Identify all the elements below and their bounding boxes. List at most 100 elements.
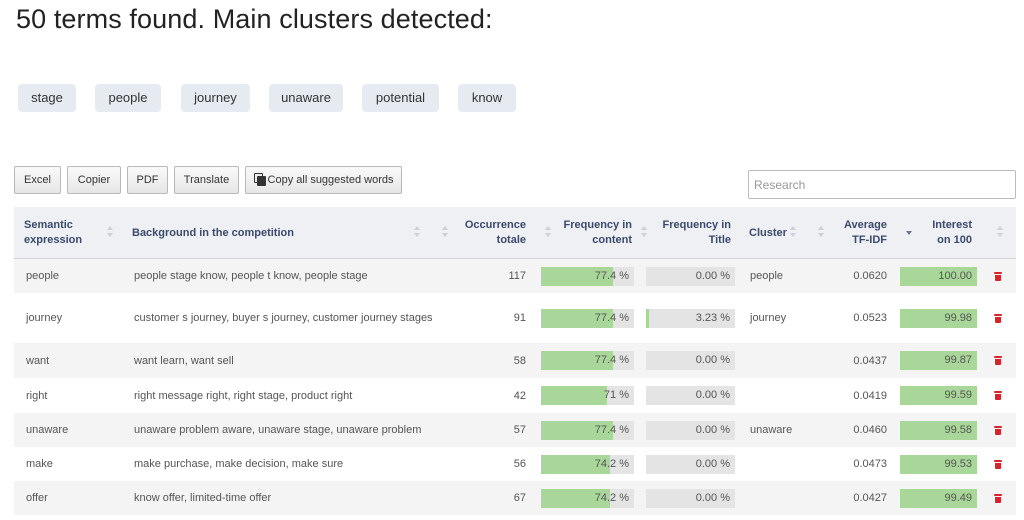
interest-bar: 99.53 [900,455,977,474]
trash-icon[interactable] [994,356,1002,365]
background-cell: want learn, want sell [134,354,234,367]
table-row: people people stage know, people t know, … [14,259,1016,293]
frequency-title-bar: 0.00 % [646,386,735,405]
tfidf-cell: 0.0437 [853,354,887,367]
trash-icon[interactable] [994,391,1002,400]
header-semantic[interactable]: Semantic expression [24,219,83,246]
frequency-content-bar: 77.4 % [541,351,634,370]
cluster-cell: people [750,270,784,282]
frequency-title-bar: 0.00 % [646,489,735,508]
trash-icon[interactable] [994,426,1002,435]
tfidf-cell: 0.0460 [853,424,887,436]
sort-icon[interactable] [414,226,420,240]
cluster-cell [750,343,820,378]
occurrence-cell: 91 [513,312,526,324]
interest-bar: 99.49 [900,489,977,508]
sort-icon[interactable] [107,226,113,240]
background-cell: unaware problem aware, unaware stage, un… [134,424,422,436]
frequency-content-bar-fill [541,351,613,370]
frequency-content-bar-value: 77.4 % [594,354,629,366]
tfidf-cell: 0.0427 [853,492,887,504]
frequency-title-bar: 0.00 % [646,455,735,474]
frequency-title-bar: 3.23 % [646,309,735,328]
term-cell: unaware [26,424,69,436]
trash-icon[interactable] [994,314,1002,323]
copy-all-button[interactable]: Copy all suggested words [245,166,402,194]
frequency-content-bar: 77.4 % [541,421,634,440]
interest-value: 99.59 [944,389,972,401]
table-header: Semantic expression Background in the co… [14,207,1016,259]
frequency-title-bar: 0.00 % [646,351,735,370]
frequency-content-bar: 74.2 % [541,489,634,508]
cluster-chip[interactable]: unaware [269,84,343,112]
translate-button[interactable]: Translate [174,166,239,194]
search-input[interactable] [748,170,1016,199]
cluster-cell [750,481,820,515]
frequency-title-bar-fill [646,309,649,328]
background-cell: know offer, limited-time offer [134,492,272,504]
background-cell: people stage know, people t know, people… [134,270,368,282]
pdf-button[interactable]: PDF [127,166,168,194]
sort-icon[interactable] [545,226,551,240]
cluster-chip[interactable]: potential [362,84,439,112]
frequency-title-bar: 0.00 % [646,267,735,286]
header-occurrence[interactable]: Occurrence totale [464,219,526,246]
cluster-cell [750,378,820,413]
tfidf-cell: 0.0523 [853,312,887,324]
frequency-content-bar-fill [541,267,613,286]
interest-value: 99.98 [944,312,972,324]
background-cell: customer s journey, buyer s journey, cus… [134,312,433,324]
frequency-title-bar: 0.00 % [646,421,735,440]
term-cell: make [26,458,53,470]
tfidf-cell: 0.0419 [853,389,887,402]
frequency-content-bar: 77.4 % [541,309,634,328]
cluster-chip[interactable]: know [458,84,516,112]
trash-icon[interactable] [994,494,1002,503]
table-row: journey customer s journey, buyer s journ… [14,293,1016,343]
occurrence-cell: 67 [513,492,526,504]
interest-value: 100.00 [938,270,972,282]
interest-bar: 99.98 [900,309,977,328]
frequency-content-bar-value: 71 % [603,389,629,401]
page-title: 50 terms found. Main clusters detected: [16,4,493,34]
term-cell: people [26,270,60,282]
frequency-content-bar: 74.2 % [541,455,634,474]
background-cell: right message right, right stage, produc… [134,389,353,402]
sort-icon[interactable] [790,226,796,240]
frequency-content-bar-fill [541,489,610,508]
trash-icon[interactable] [994,272,1002,281]
trash-icon[interactable] [994,460,1002,469]
copy-all-label: Copy all suggested words [267,174,394,186]
table-body: people people stage know, people t know, … [14,259,1016,515]
table-row: want want learn, want sell 58 77.4 % 0.00 % 0… [14,343,1016,378]
occurrence-cell: 42 [513,389,526,402]
cluster-chip[interactable]: stage [18,84,76,112]
header-tfidf[interactable]: Average TF-IDF [843,219,887,246]
background-cell: make purchase, make decision, make sure [134,458,344,470]
header-frequency-content[interactable]: Frequency in content [563,219,632,246]
table-row: unaware unaware problem aware, unaware st… [14,413,1016,447]
copy-icon [253,173,266,186]
table-row: make make purchase, make decision, make s… [14,447,1016,481]
copier-button[interactable]: Copier [67,166,121,194]
cluster-chip[interactable]: people [95,84,161,112]
sort-icon[interactable] [997,226,1003,240]
sort-icon[interactable] [641,226,647,240]
interest-value: 99.58 [944,424,972,436]
frequency-title-bar-value: 0.00 % [695,424,730,436]
terms-table: Semantic expression Background in the co… [14,207,1016,515]
header-frequency-title[interactable]: Frequency in Title [662,219,731,246]
header-interest[interactable]: Interest on 100 [932,219,972,246]
sort-desc-icon[interactable] [906,226,912,240]
excel-button[interactable]: Excel [14,166,61,194]
frequency-title-bar-value: 3.23 % [695,312,730,324]
interest-bar: 100.00 [900,267,977,286]
occurrence-cell: 58 [513,354,526,367]
sort-icon[interactable] [442,226,448,240]
term-cell: journey [26,312,63,324]
header-cluster[interactable]: Cluster [749,226,787,239]
header-background[interactable]: Background in the competition [132,226,294,239]
interest-bar: 99.58 [900,421,977,440]
cluster-chip[interactable]: journey [181,84,250,112]
sort-icon[interactable] [818,226,824,240]
